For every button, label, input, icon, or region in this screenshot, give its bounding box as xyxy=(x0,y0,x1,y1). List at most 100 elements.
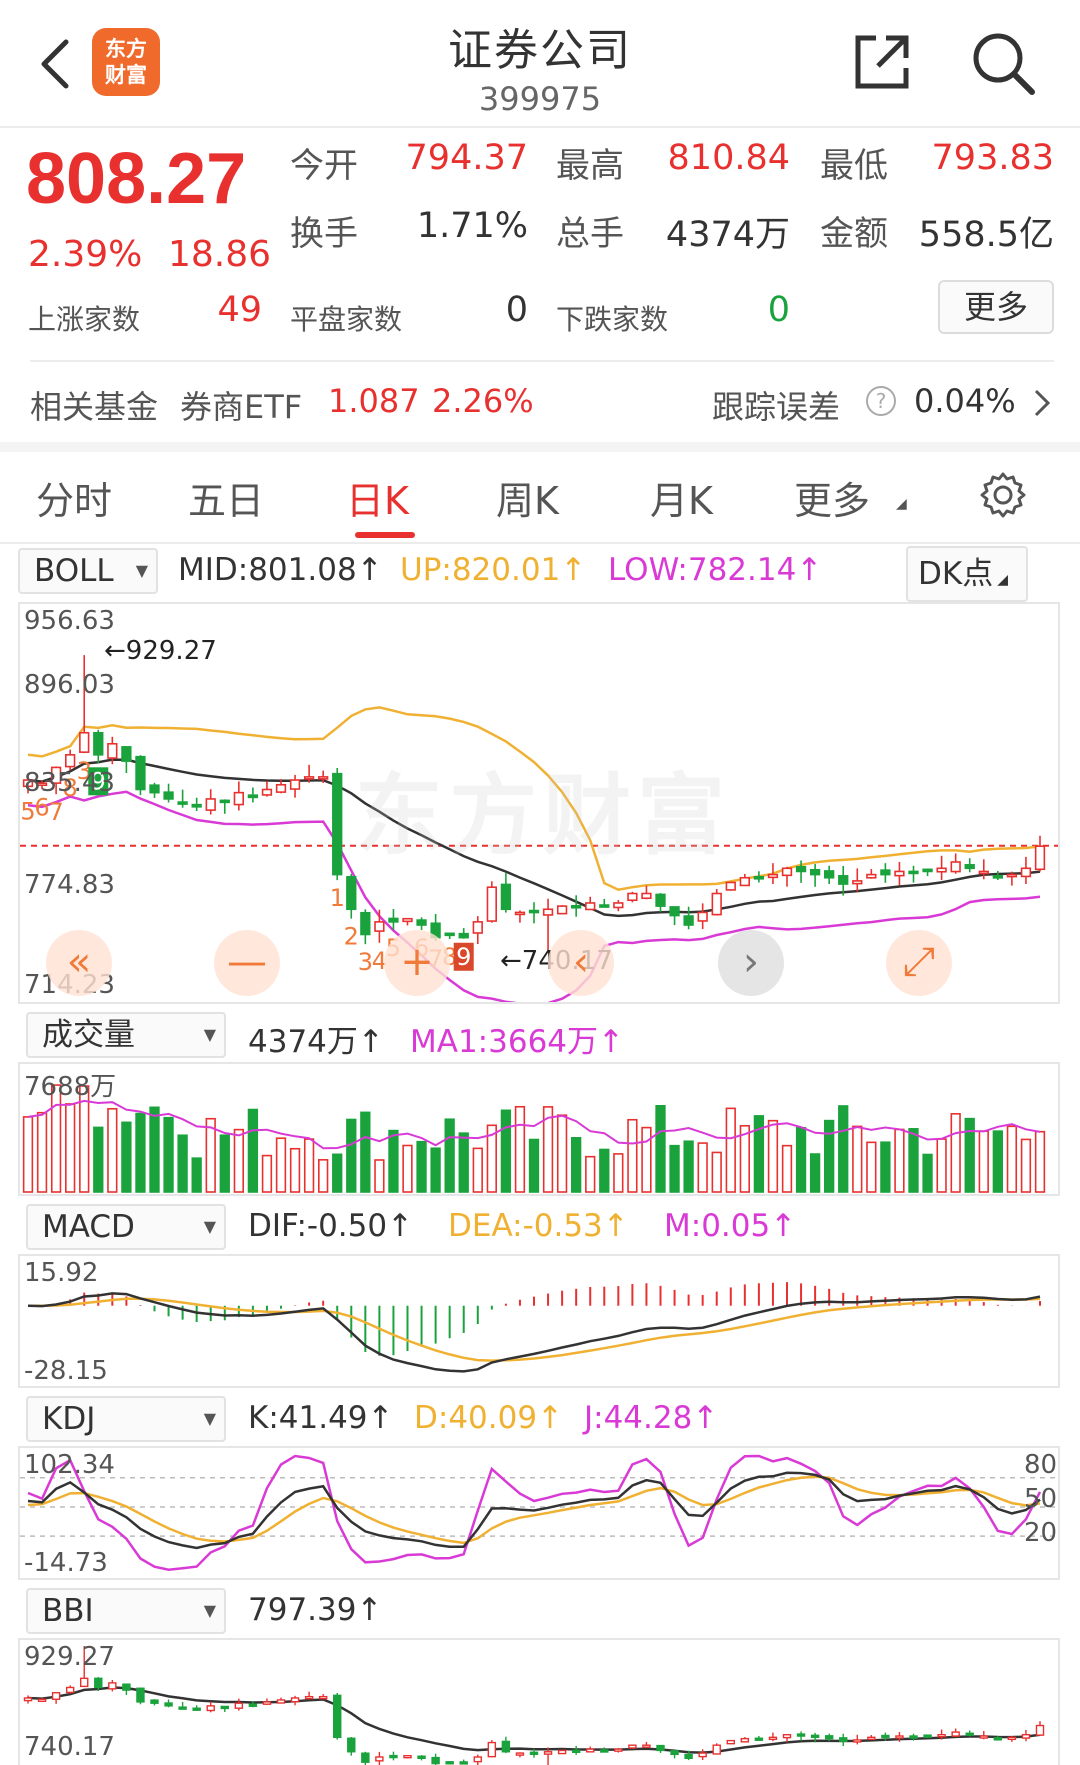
dk-marker: 9 xyxy=(456,943,471,971)
candle-body xyxy=(894,870,905,877)
bbi-value: 797.39↑ xyxy=(248,1592,383,1628)
bbi-candle-body xyxy=(656,1744,665,1752)
volume-bar xyxy=(332,1153,343,1193)
candle-body xyxy=(1034,845,1046,871)
fullscreen-button[interactable]: ⤢ xyxy=(886,930,952,996)
bbi-candle-body xyxy=(501,1740,511,1753)
candle-body xyxy=(908,870,919,875)
volume-bar xyxy=(795,1126,807,1193)
kline-panel[interactable]: 567839123456789 xyxy=(18,602,1060,1004)
boll-mid-value: MID:801.08↑ xyxy=(178,552,383,588)
volume-bar xyxy=(486,1124,497,1193)
bbi-candle-body xyxy=(979,1735,988,1739)
bbi-candle-body xyxy=(993,1737,1003,1741)
bbi-candle-body xyxy=(108,1682,117,1690)
tab-intraday[interactable]: 分时 xyxy=(36,479,113,523)
volume-indicator-select[interactable]: 成交量 ▼ xyxy=(26,1012,226,1058)
bbi-candle-body xyxy=(445,1761,454,1765)
eastmoney-logo: 东方 财富 xyxy=(92,28,160,96)
volume-bar xyxy=(655,1105,666,1193)
volume-bar xyxy=(205,1117,216,1193)
volume-bar xyxy=(261,1154,273,1193)
zoom-out-button[interactable]: — xyxy=(214,930,280,996)
volume-bar xyxy=(838,1105,849,1193)
volume-value: 4374万 xyxy=(665,215,790,255)
bbi-candle-body xyxy=(389,1754,398,1759)
max-price-label: ←929.27 xyxy=(104,636,217,666)
kdj-chart xyxy=(20,1454,1058,1571)
bbi-candle-body xyxy=(586,1748,595,1753)
candle-body xyxy=(711,892,722,916)
tab-more[interactable]: 更多 xyxy=(794,479,871,523)
dk-point-toggle[interactable]: DK点 ◢ xyxy=(906,546,1028,602)
candle-body xyxy=(205,798,216,811)
bbi-candle-body xyxy=(642,1744,651,1748)
bbi-indicator-select[interactable]: BBI ▼ xyxy=(26,1588,226,1634)
kdj-indicator-select[interactable]: KDJ ▼ xyxy=(26,1396,226,1442)
search-icon[interactable] xyxy=(970,30,1036,96)
period-tabs: 分时 五日 日K 周K 月K 更多 ◢ xyxy=(0,452,1080,544)
back-arrow-icon[interactable] xyxy=(36,36,76,92)
kdj-panel[interactable] xyxy=(18,1446,1060,1580)
related-fund-label: 相关基金 xyxy=(30,388,159,426)
volume-bar xyxy=(135,1112,146,1193)
volume-bar xyxy=(79,1085,90,1193)
bbi-panel[interactable] xyxy=(18,1638,1060,1765)
volume-bar xyxy=(669,1144,680,1193)
candle-body xyxy=(346,876,357,911)
volume-bar xyxy=(880,1141,891,1193)
volume-bar xyxy=(556,1114,568,1193)
bbi-candle-body xyxy=(276,1699,286,1704)
related-fund-bar[interactable]: 相关基金 券商ETF 1.087 2.26% 跟踪误差 ? 0.04% xyxy=(30,360,1054,442)
volume-axis-top: 7688万 xyxy=(24,1072,117,1102)
zoom-in-button[interactable]: + xyxy=(384,930,450,996)
volume-ma1-line xyxy=(27,1099,1041,1150)
volume-bar xyxy=(613,1153,624,1193)
volume-value: 4374万↑ xyxy=(248,1024,384,1060)
volume-panel[interactable] xyxy=(18,1062,1060,1196)
candle-body xyxy=(683,915,694,926)
amount-value: 558.5亿 xyxy=(918,215,1054,255)
candle-body xyxy=(978,870,989,875)
tab-monthly-k[interactable]: 月K xyxy=(650,479,713,523)
candle-body xyxy=(303,776,315,780)
chevron-right-icon[interactable] xyxy=(1032,388,1052,418)
related-fund-name: 券商ETF xyxy=(180,388,303,426)
volume-bar xyxy=(93,1126,104,1193)
prev-button[interactable]: ‹ xyxy=(548,930,614,996)
tab-daily-k[interactable]: 日K xyxy=(346,479,409,523)
candle-body xyxy=(163,791,174,800)
share-icon[interactable] xyxy=(850,30,914,94)
main-indicator-select[interactable]: BOLL ▼ xyxy=(18,548,158,594)
up-count-value: 49 xyxy=(217,290,262,330)
dk-marker: 8 xyxy=(63,774,78,802)
quote-panel: 808.27 2.39% 18.86 今开 794.37 最高 810.84 最… xyxy=(0,130,1080,360)
macd-indicator-select[interactable]: MACD ▼ xyxy=(26,1204,226,1250)
next-button[interactable]: › xyxy=(718,930,784,996)
more-quote-button[interactable]: 更多 xyxy=(938,280,1054,334)
bbi-candle-body xyxy=(937,1734,946,1738)
tab-five-day[interactable]: 五日 xyxy=(188,479,265,523)
tab-weekly-k[interactable]: 周K xyxy=(496,479,559,523)
scroll-left-button[interactable]: « xyxy=(46,930,112,996)
boll-up-line xyxy=(27,706,1041,892)
help-icon[interactable]: ? xyxy=(864,384,898,418)
gear-icon[interactable] xyxy=(978,470,1028,520)
candle-body xyxy=(50,766,62,784)
bbi-candle-body xyxy=(206,1705,215,1712)
dk-marker: 4 xyxy=(372,947,387,975)
macd-dea-line xyxy=(27,1297,1041,1362)
open-value: 794.37 xyxy=(405,138,528,178)
candle-body xyxy=(107,742,118,759)
price-axis-2: 896.03 xyxy=(24,670,115,700)
volume-bar xyxy=(767,1119,779,1193)
macd-panel[interactable] xyxy=(18,1254,1060,1388)
volume-bar xyxy=(177,1134,188,1193)
bbi-candle-body xyxy=(262,1701,272,1705)
candle-body xyxy=(247,794,259,799)
watermark: 东方财富 xyxy=(355,764,732,867)
candle-body xyxy=(289,779,301,790)
candle-body xyxy=(880,869,891,876)
bbi-candle-body xyxy=(234,1702,244,1709)
bbi-candle-body xyxy=(459,1761,468,1765)
